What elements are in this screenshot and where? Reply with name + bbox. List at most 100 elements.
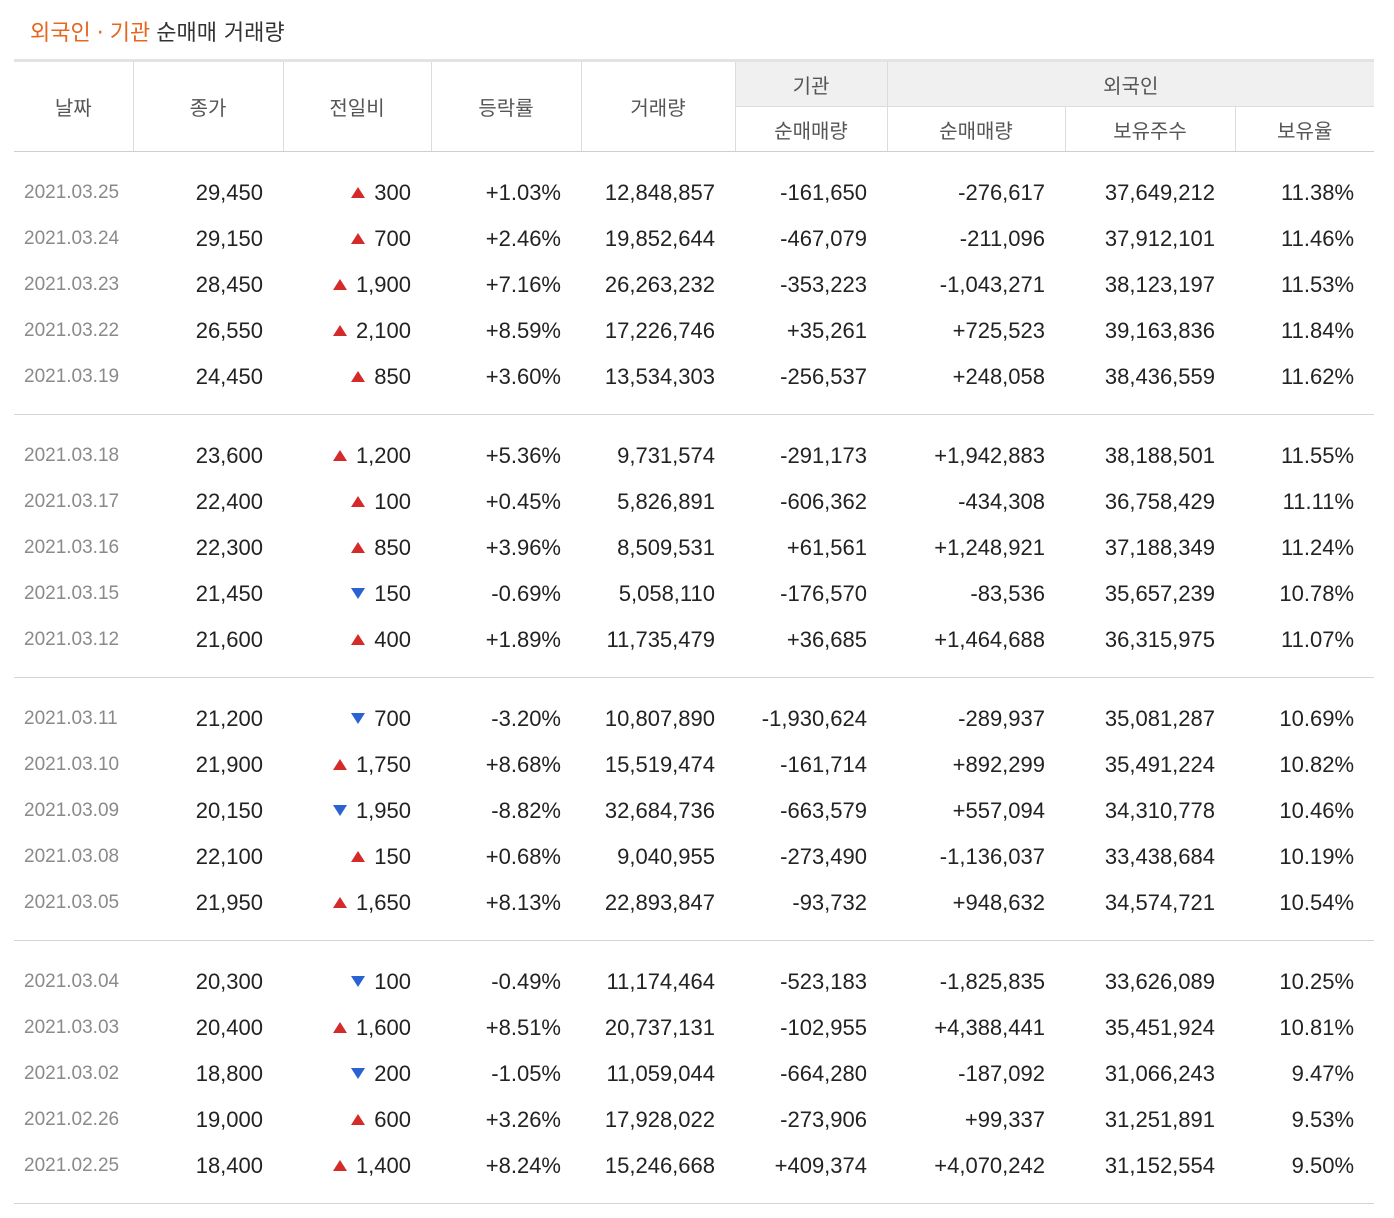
group-divider (14, 677, 1375, 678)
table-row: 2021.03.16 22,300 850 +3.96% 8,509,531 +61,56… (14, 525, 1374, 571)
cell-close: 26,550 (195, 318, 263, 343)
cell-rate: +1.03% (485, 180, 561, 205)
cell-inst-net: -467,079 (780, 226, 867, 251)
cell-volume: 17,226,746 (604, 318, 715, 343)
table-row: 2021.03.17 22,400 100 +0.45% 5,826,891 -606,3… (14, 479, 1374, 525)
cell-change-value: 100 (374, 489, 411, 514)
table-row: 2021.03.18 23,600 1,200 +5.36% 9,731,574 -291… (14, 433, 1374, 479)
cell-foreign-net: -1,043,271 (939, 272, 1045, 297)
cell-foreign-net: +248,058 (952, 364, 1045, 389)
cell-foreign-holdings: 31,251,891 (1104, 1107, 1215, 1132)
cell-foreign-ratio: 11.46% (1281, 226, 1355, 251)
cell-change-value: 100 (374, 969, 411, 994)
header-foreign-net: 순매매량 (887, 106, 1066, 152)
cell-foreign-holdings: 37,912,101 (1104, 226, 1215, 251)
section-title: 외국인 · 기관 순매매 거래량 (30, 14, 285, 54)
cell-foreign-net: -289,937 (958, 706, 1045, 731)
up-triangle-icon (332, 1159, 347, 1171)
down-triangle-icon (332, 804, 347, 816)
cell-date: 2021.03.04 (24, 971, 120, 992)
cell-rate: -1.05% (491, 1061, 561, 1086)
cell-rate: +3.26% (485, 1107, 561, 1132)
cell-foreign-net: +892,299 (952, 752, 1045, 777)
cell-date: 2021.03.18 (24, 445, 120, 466)
header-close: 종가 (133, 59, 284, 152)
cell-inst-net: +36,685 (786, 627, 867, 652)
cell-change-value: 150 (374, 844, 411, 869)
cell-inst-net: -93,732 (792, 890, 867, 915)
cell-close: 18,400 (195, 1153, 263, 1178)
table-row: 2021.03.09 20,150 1,950 -8.82% 32,684,736 -66… (14, 788, 1374, 834)
cell-inst-net: -256,537 (780, 364, 867, 389)
cell-foreign-holdings: 38,188,501 (1104, 443, 1215, 468)
cell-foreign-holdings: 34,310,778 (1104, 798, 1215, 823)
cell-foreign-holdings: 31,152,554 (1104, 1153, 1215, 1178)
cell-foreign-net: +1,248,921 (934, 535, 1045, 560)
group-divider (14, 940, 1375, 941)
table-row: 2021.03.23 28,450 1,900 +7.16% 26,263,232 -35… (14, 262, 1374, 308)
cell-volume: 26,263,232 (604, 272, 715, 297)
cell-change: 1,650 (283, 880, 431, 926)
cell-foreign-net: +1,464,688 (934, 627, 1045, 652)
cell-rate: +8.59% (485, 318, 561, 343)
up-triangle-icon (351, 541, 366, 553)
cell-foreign-ratio: 11.84% (1281, 318, 1355, 343)
cell-change: 400 (283, 617, 431, 663)
cell-change-value: 1,400 (355, 1153, 411, 1178)
cell-rate: -3.20% (491, 706, 561, 731)
cell-rate: +2.46% (485, 226, 561, 251)
down-triangle-icon (351, 975, 366, 987)
cell-foreign-net: -434,308 (958, 489, 1045, 514)
cell-rate: +0.68% (485, 844, 561, 869)
cell-date: 2021.03.22 (24, 320, 120, 341)
cell-foreign-ratio: 9.47% (1291, 1061, 1355, 1086)
header-rate: 등락률 (431, 59, 582, 152)
cell-rate: +8.24% (485, 1153, 561, 1178)
cell-foreign-holdings: 33,438,684 (1104, 844, 1215, 869)
cell-foreign-ratio: 11.55% (1281, 443, 1355, 468)
cell-foreign-holdings: 38,123,197 (1104, 272, 1215, 297)
cell-foreign-net: +4,070,242 (934, 1153, 1045, 1178)
cell-foreign-holdings: 36,758,429 (1104, 489, 1215, 514)
table-row: 2021.03.10 21,900 1,750 +8.68% 15,519,474 -16… (14, 742, 1374, 788)
down-triangle-icon (351, 1067, 366, 1079)
up-triangle-icon (351, 232, 366, 244)
table-row: 2021.03.15 21,450 150 -0.69% 5,058,110 -176,5… (14, 571, 1374, 617)
cell-close: 20,150 (195, 798, 263, 823)
up-triangle-icon (332, 324, 347, 336)
header-foreign-group: 외국인 (887, 59, 1375, 107)
cell-volume: 5,058,110 (618, 581, 715, 606)
cell-volume: 17,928,022 (604, 1107, 715, 1132)
cell-change-value: 1,950 (355, 798, 411, 823)
cell-foreign-ratio: 10.82% (1279, 752, 1355, 777)
cell-foreign-ratio: 11.53% (1281, 272, 1355, 297)
cell-change: 600 (283, 1097, 431, 1143)
cell-inst-net: +409,374 (774, 1153, 867, 1178)
cell-inst-net: -273,490 (780, 844, 867, 869)
cell-inst-net: -606,362 (780, 489, 867, 514)
cell-volume: 11,059,044 (606, 1061, 715, 1086)
cell-change: 300 (283, 170, 431, 216)
cell-foreign-net: -211,096 (959, 226, 1045, 251)
title-foreign: 외국인 (30, 21, 91, 46)
down-triangle-icon (351, 587, 366, 599)
cell-foreign-net: -83,536 (970, 581, 1045, 606)
cell-foreign-holdings: 37,649,212 (1104, 180, 1215, 205)
cell-change: 200 (283, 1051, 431, 1097)
title-institution: 기관 (109, 21, 151, 46)
cell-date: 2021.03.17 (24, 491, 120, 512)
cell-change: 1,750 (283, 742, 431, 788)
cell-change-value: 400 (374, 627, 411, 652)
cell-foreign-ratio: 11.11% (1282, 489, 1355, 514)
table-body: 2021.03.25 29,450 300 +1.03% 12,848,857 -161,… (14, 152, 1375, 1204)
cell-close: 21,900 (195, 752, 263, 777)
cell-change-value: 850 (374, 535, 411, 560)
cell-foreign-holdings: 35,657,239 (1104, 581, 1215, 606)
cell-inst-net: -1,930,624 (761, 706, 867, 731)
cell-volume: 12,848,857 (604, 180, 715, 205)
cell-inst-net: -664,280 (780, 1061, 867, 1086)
table-row: 2021.02.25 18,400 1,400 +8.24% 15,246,668 +40… (14, 1143, 1374, 1189)
cell-change-value: 150 (374, 581, 411, 606)
table-row: 2021.03.24 29,150 700 +2.46% 19,852,644 -467,… (14, 216, 1374, 262)
cell-foreign-ratio: 10.78% (1279, 581, 1355, 606)
